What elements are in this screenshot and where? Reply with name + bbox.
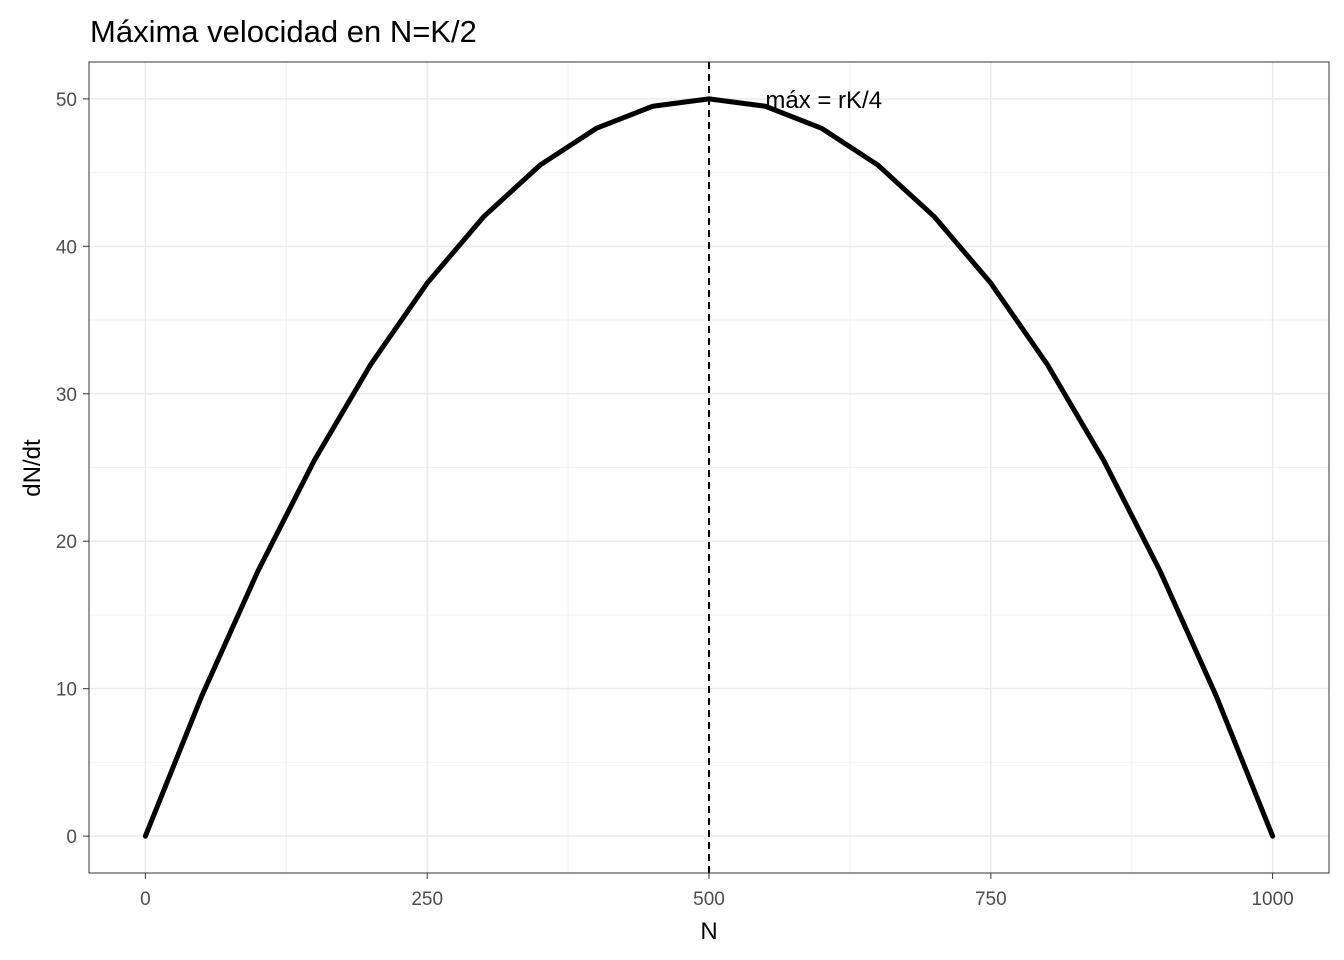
x-tick-label: 1000	[1251, 889, 1293, 910]
y-tick-label: 0	[66, 827, 77, 848]
series-line	[142, 96, 1276, 839]
y-tick-label: 20	[56, 532, 77, 553]
y-tick-label: 40	[56, 237, 77, 258]
chart-title: Máxima velocidad en N=K/2	[90, 14, 477, 49]
x-tick-label: 750	[975, 889, 1007, 910]
x-tick-label: 0	[140, 889, 151, 910]
y-tick-label: 30	[56, 385, 77, 406]
x-axis-label: N	[700, 918, 717, 945]
y-tick-label: 50	[56, 90, 77, 111]
y-axis-label: dN/dt	[19, 439, 46, 497]
annotation-label: máx = rK/4	[765, 87, 882, 114]
x-axis-ticks: 0 250 500 750 1000	[140, 873, 1294, 910]
y-tick-label: 10	[56, 680, 77, 701]
x-tick-label: 500	[693, 889, 725, 910]
y-axis-ticks: 0 10 20 30 40 50	[56, 90, 89, 848]
x-tick-label: 250	[411, 889, 443, 910]
